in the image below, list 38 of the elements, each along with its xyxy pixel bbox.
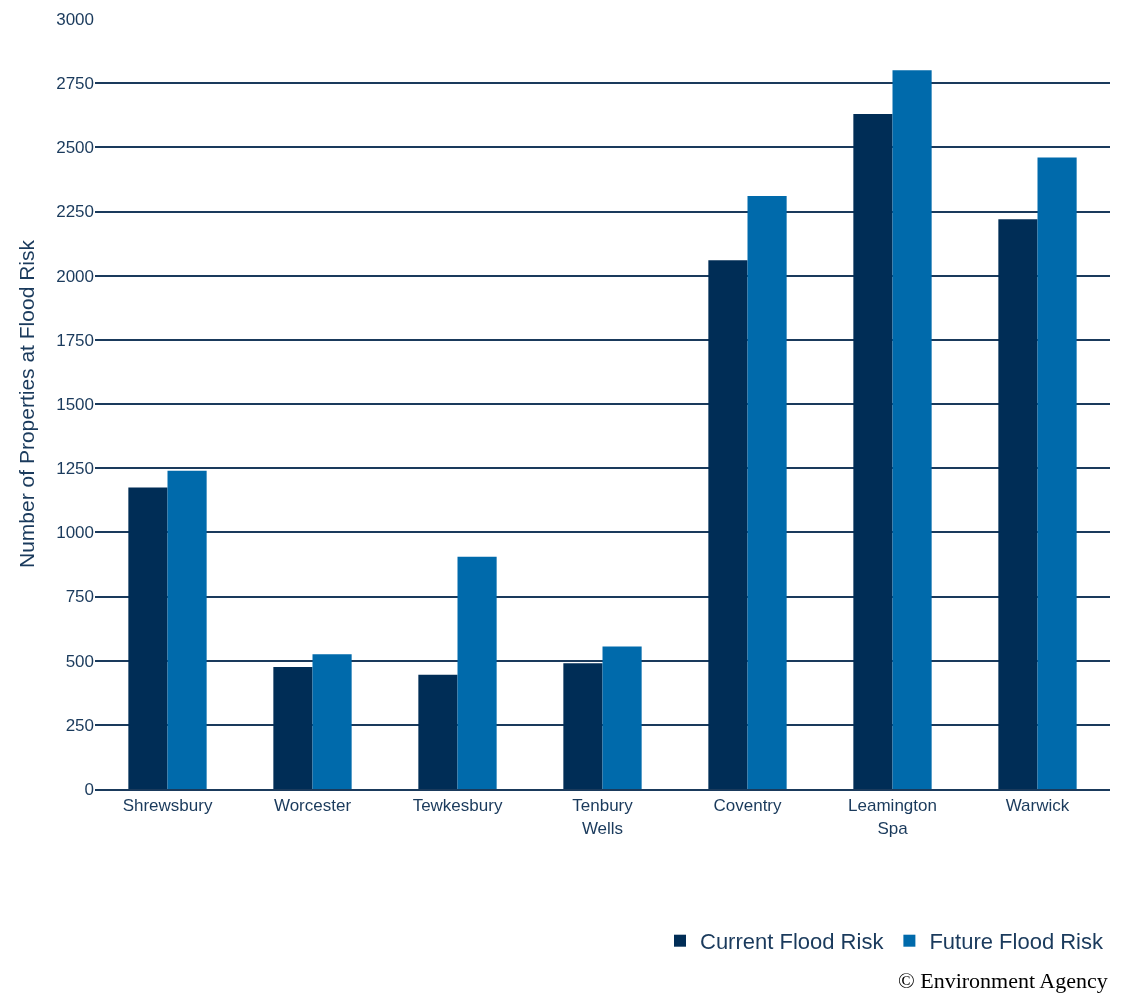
text: © Environment Agency — [898, 968, 1108, 993]
bar — [853, 113, 893, 789]
x-tick-label: Leamington Spa — [848, 796, 937, 838]
x-tick-label: Tewkesbury — [412, 796, 503, 816]
legend-label: Future Flood Risk — [929, 929, 1105, 955]
bar — [563, 663, 603, 789]
y-tick-label: 0 — [84, 779, 94, 799]
legend-label: Current Flood Risk — [700, 929, 885, 955]
x-tick-label: Shrewsbury — [122, 796, 213, 816]
x-tick-label: Tenbury Wells — [572, 796, 634, 838]
y-tick-label: 1500 — [56, 394, 94, 414]
x-tick-label: Worcester — [273, 796, 352, 816]
y-tick-label: 2000 — [56, 266, 94, 286]
y-tick-label: 3000 — [56, 9, 94, 29]
bar — [1037, 157, 1077, 789]
bar — [418, 674, 458, 789]
bar — [312, 654, 352, 789]
bar — [167, 470, 207, 789]
y-tick-label: 2500 — [56, 138, 94, 158]
y-tick-label: 750 — [65, 587, 94, 607]
bar — [892, 70, 932, 789]
y-tick-label: 250 — [65, 715, 94, 735]
y-axis-title: Number of Properties at Flood Risk — [15, 239, 39, 568]
bar — [273, 667, 313, 789]
y-tick-label: 1750 — [56, 330, 94, 350]
y-tick-label: 2250 — [56, 202, 94, 222]
y-tick-label: 1250 — [56, 459, 94, 479]
y-tick-label: 2750 — [56, 74, 94, 94]
y-tick-label: 500 — [65, 651, 94, 671]
bar — [602, 646, 642, 789]
y-tick-label: 1000 — [56, 523, 94, 543]
bar — [128, 487, 168, 789]
bar — [998, 219, 1038, 789]
bar — [747, 196, 787, 789]
x-tick-label: Coventry — [713, 796, 783, 816]
bar — [708, 260, 748, 789]
x-tick-label: Warwick — [1005, 796, 1070, 816]
bar — [457, 556, 497, 789]
